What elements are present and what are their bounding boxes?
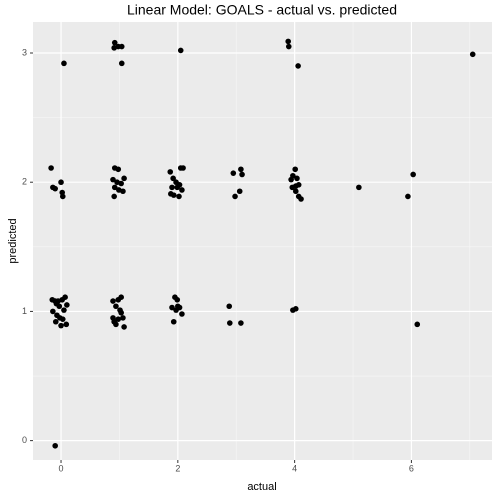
point — [58, 322, 64, 329]
y-tick-label: 0 — [22, 435, 27, 445]
point — [295, 63, 301, 69]
point — [170, 318, 177, 325]
point — [285, 43, 292, 50]
point — [111, 318, 117, 325]
point — [59, 316, 66, 322]
point — [295, 181, 302, 188]
point — [169, 304, 175, 311]
x-tick-label: 4 — [292, 463, 297, 473]
point — [285, 38, 291, 45]
point — [230, 170, 237, 176]
point — [64, 302, 70, 308]
point — [179, 311, 185, 317]
point — [414, 321, 421, 328]
point — [111, 39, 118, 46]
point — [410, 171, 416, 178]
x-tick-label: 6 — [409, 463, 414, 473]
point — [356, 184, 362, 191]
point — [111, 193, 117, 200]
point — [236, 188, 243, 195]
point — [292, 306, 299, 312]
point — [110, 298, 116, 304]
point — [120, 188, 126, 195]
point — [118, 60, 125, 67]
point — [118, 180, 124, 187]
y-axis-label: predicted — [7, 218, 19, 263]
point — [111, 45, 117, 51]
point — [292, 188, 299, 195]
point — [62, 294, 68, 301]
point — [63, 321, 70, 328]
point — [118, 309, 124, 316]
point — [118, 294, 124, 301]
point — [50, 308, 56, 315]
point — [175, 303, 181, 310]
point — [120, 315, 126, 321]
point — [167, 169, 174, 175]
point — [61, 307, 67, 313]
point — [48, 165, 54, 171]
point — [53, 300, 60, 307]
point — [58, 179, 64, 186]
panel-background — [33, 22, 492, 460]
point — [292, 166, 299, 173]
y-tick-label: 3 — [22, 47, 27, 57]
point — [226, 303, 233, 310]
point — [115, 166, 122, 173]
point — [113, 303, 119, 310]
point — [169, 184, 175, 191]
y-tick-label: 2 — [22, 177, 27, 187]
point — [288, 176, 294, 183]
point — [239, 171, 245, 178]
point — [238, 320, 244, 326]
chart-title: Linear Model: GOALS - actual vs. predict… — [127, 2, 397, 18]
point — [226, 320, 233, 326]
point — [115, 316, 122, 322]
point — [121, 175, 127, 182]
point — [52, 442, 58, 449]
point — [177, 47, 184, 54]
point — [110, 176, 116, 183]
point — [52, 318, 59, 325]
point — [179, 187, 185, 193]
point — [298, 196, 304, 202]
x-tick-label: 2 — [175, 463, 180, 473]
point — [405, 193, 411, 200]
point — [232, 193, 238, 200]
point — [168, 191, 174, 197]
point — [121, 324, 127, 330]
point — [294, 175, 300, 182]
point — [59, 193, 66, 200]
point — [176, 193, 182, 200]
point — [118, 43, 125, 50]
point — [52, 185, 58, 192]
point — [238, 166, 244, 173]
y-tick-label: 1 — [22, 306, 27, 316]
point — [180, 165, 186, 171]
x-axis-label: actual — [247, 481, 276, 493]
point — [174, 184, 181, 191]
point — [469, 51, 476, 58]
point — [111, 184, 118, 191]
point — [174, 296, 181, 303]
x-tick-label: 0 — [59, 463, 64, 473]
point — [61, 60, 67, 67]
point — [170, 175, 176, 182]
